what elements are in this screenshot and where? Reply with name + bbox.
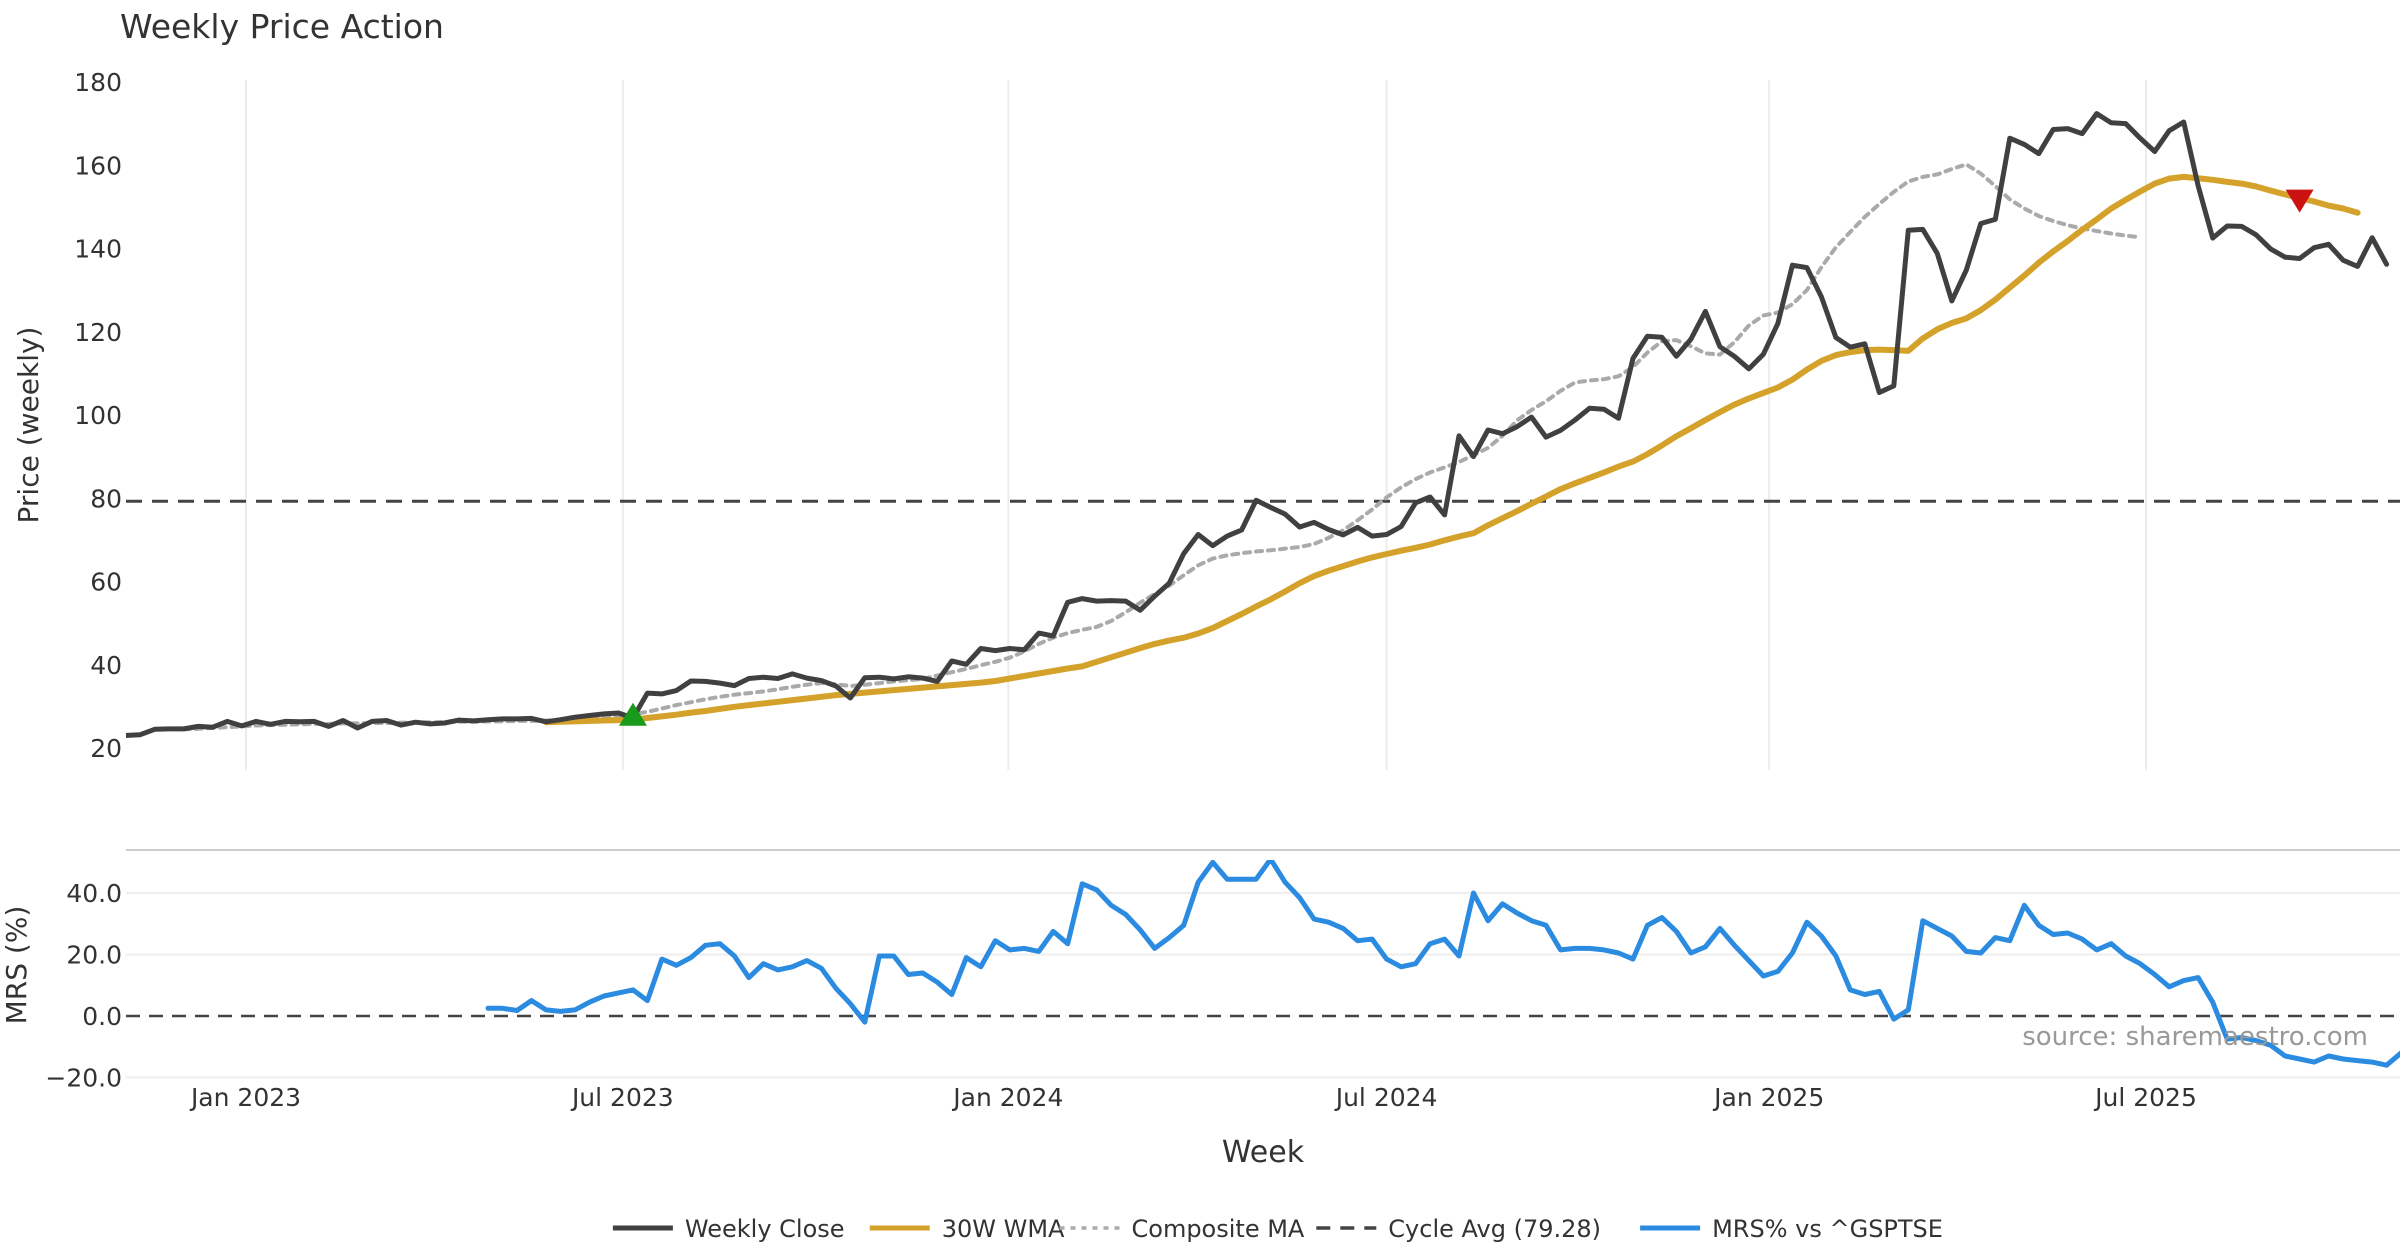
price-y-tick-60: 60 bbox=[90, 568, 122, 597]
series-weekly-close-line bbox=[126, 111, 2390, 738]
price-y-tick-80: 80 bbox=[90, 484, 122, 513]
buy-signal-marker bbox=[618, 702, 647, 726]
chart-title: Weekly Price Action bbox=[120, 7, 444, 46]
mrs-y-tick-0-0: 0.0 bbox=[82, 1002, 122, 1031]
price-series-group bbox=[126, 111, 2400, 738]
price-y-axis-label: Price (weekly) bbox=[12, 327, 45, 524]
price-y-tick-100: 100 bbox=[74, 401, 122, 430]
x-tick-jul-2024: Jul 2024 bbox=[1334, 1083, 1438, 1112]
legend-label-30w-wma: 30W WMA bbox=[942, 1215, 1065, 1243]
x-axis-label: Week bbox=[1222, 1135, 1305, 1170]
mrs-y-tick-40-0: 40.0 bbox=[66, 879, 122, 908]
mrs-gridlines bbox=[126, 892, 2400, 1079]
sell-signal-marker bbox=[2285, 189, 2314, 213]
x-ticks: Jan 2023 Jul 2023 Jan 2024 Jul 2024 Jan 2025… bbox=[189, 1083, 2197, 1112]
price-y-tick-20: 20 bbox=[90, 734, 122, 763]
series-mrs-vs-gsptse-line bbox=[485, 860, 2400, 1068]
legend-label-cycle-avg-79-28: Cycle Avg (79.28) bbox=[1388, 1215, 1601, 1243]
legend-label-mrs-vs-gsptse: MRS% vs ^GSPTSE bbox=[1712, 1215, 1943, 1243]
price-y-tick-120: 120 bbox=[74, 318, 122, 347]
series-30w-wma-line bbox=[543, 173, 2361, 726]
legend-label-composite-ma: Composite MA bbox=[1132, 1215, 1305, 1243]
source-annotation: source: sharemaestro.com bbox=[2022, 1022, 2368, 1052]
mrs-series-group bbox=[126, 860, 2400, 1068]
price-y-tick-140: 140 bbox=[74, 235, 122, 264]
mrs-y-tick-20-0: −20.0 bbox=[45, 1064, 122, 1093]
legend-label-weekly-close: Weekly Close bbox=[685, 1215, 845, 1243]
x-tick-jul-2023: Jul 2023 bbox=[570, 1083, 674, 1112]
mrs-y-axis-label: MRS (%) bbox=[0, 906, 33, 1025]
mrs-y-tick-20-0: 20.0 bbox=[66, 941, 122, 970]
x-tick-jan-2023: Jan 2023 bbox=[189, 1083, 301, 1112]
price-y-tick-40: 40 bbox=[90, 651, 122, 680]
price-gridlines bbox=[245, 80, 2147, 770]
x-tick-jul-2025: Jul 2025 bbox=[2093, 1083, 2197, 1112]
price-y-tick-180: 180 bbox=[74, 68, 122, 97]
price-y-tick-160: 160 bbox=[74, 151, 122, 180]
mrs-y-ticks: −20.0 0.0 20.0 40.0 bbox=[45, 879, 122, 1093]
x-tick-jan-2025: Jan 2025 bbox=[1712, 1083, 1824, 1112]
x-tick-jan-2024: Jan 2024 bbox=[951, 1083, 1063, 1112]
price-y-ticks: 20 40 60 80 100 120 140 160 180 bbox=[74, 68, 122, 763]
legend: Weekly Close 30W WMA Composite MA Cycle Avg… bbox=[612, 1215, 1943, 1243]
